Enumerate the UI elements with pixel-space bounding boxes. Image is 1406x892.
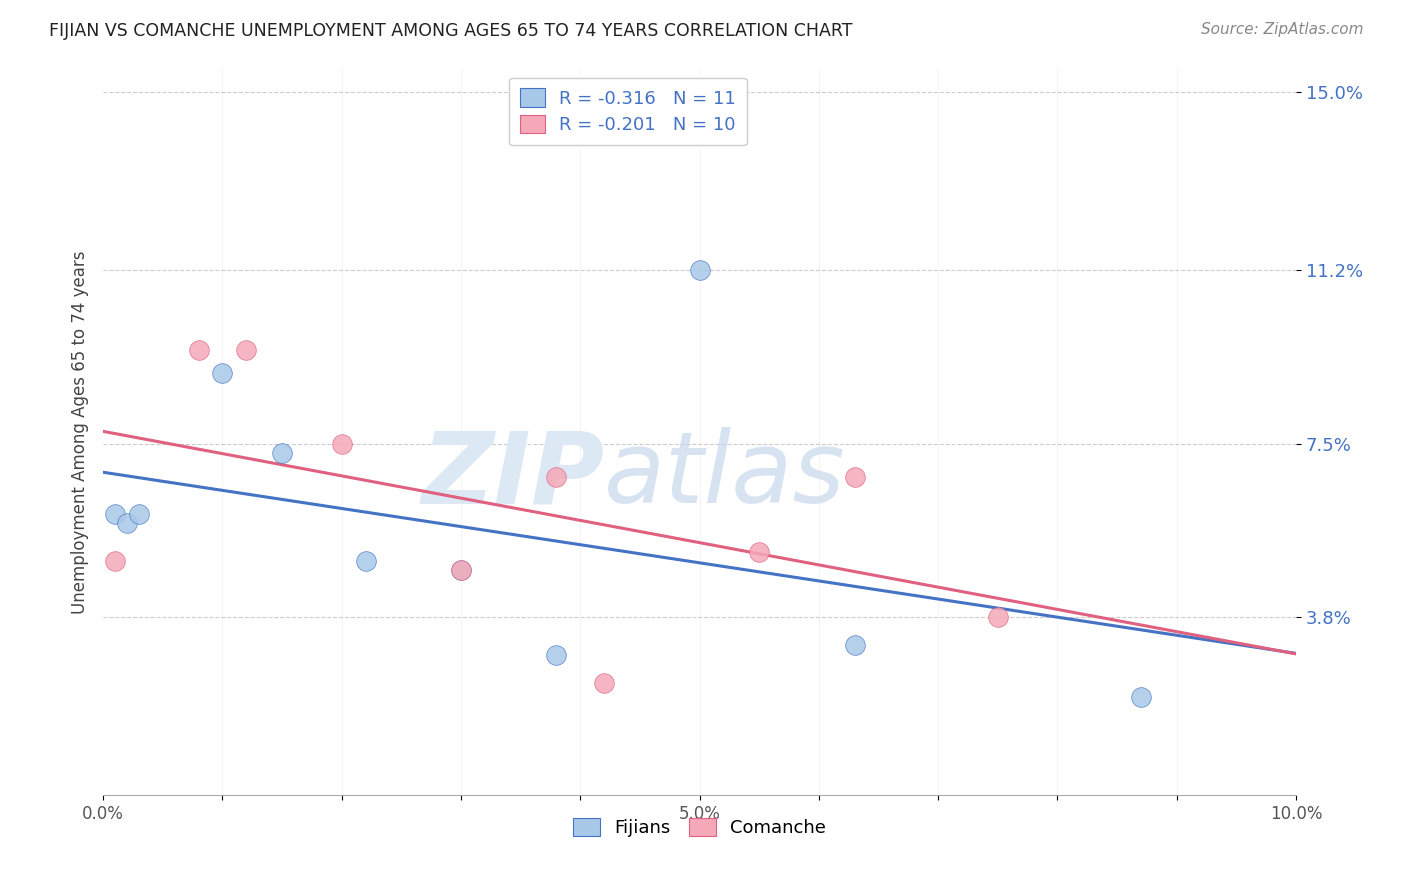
Text: ZIP: ZIP [422, 427, 605, 524]
Point [115, 516, 138, 531]
Point [354, 554, 377, 568]
Point [546, 469, 568, 483]
Point [104, 554, 127, 568]
Point [450, 563, 472, 577]
Point [844, 638, 866, 652]
Point [593, 676, 616, 690]
Point [748, 544, 770, 558]
Point [104, 507, 127, 521]
Point [271, 446, 294, 460]
Point [211, 367, 233, 381]
Point [330, 436, 353, 450]
Point [546, 648, 568, 662]
Text: Source: ZipAtlas.com: Source: ZipAtlas.com [1201, 22, 1364, 37]
Point [187, 343, 209, 357]
Point [235, 343, 257, 357]
Text: atlas: atlas [605, 427, 846, 524]
Point [1129, 690, 1152, 704]
Y-axis label: Unemployment Among Ages 65 to 74 years: Unemployment Among Ages 65 to 74 years [72, 251, 89, 614]
Point [450, 563, 472, 577]
Point [844, 469, 866, 483]
Text: FIJIAN VS COMANCHE UNEMPLOYMENT AMONG AGES 65 TO 74 YEARS CORRELATION CHART: FIJIAN VS COMANCHE UNEMPLOYMENT AMONG AG… [49, 22, 852, 40]
Point [987, 610, 1010, 624]
Point [128, 507, 150, 521]
Point [689, 263, 711, 277]
Legend: Fijians, Comanche: Fijians, Comanche [565, 811, 834, 845]
